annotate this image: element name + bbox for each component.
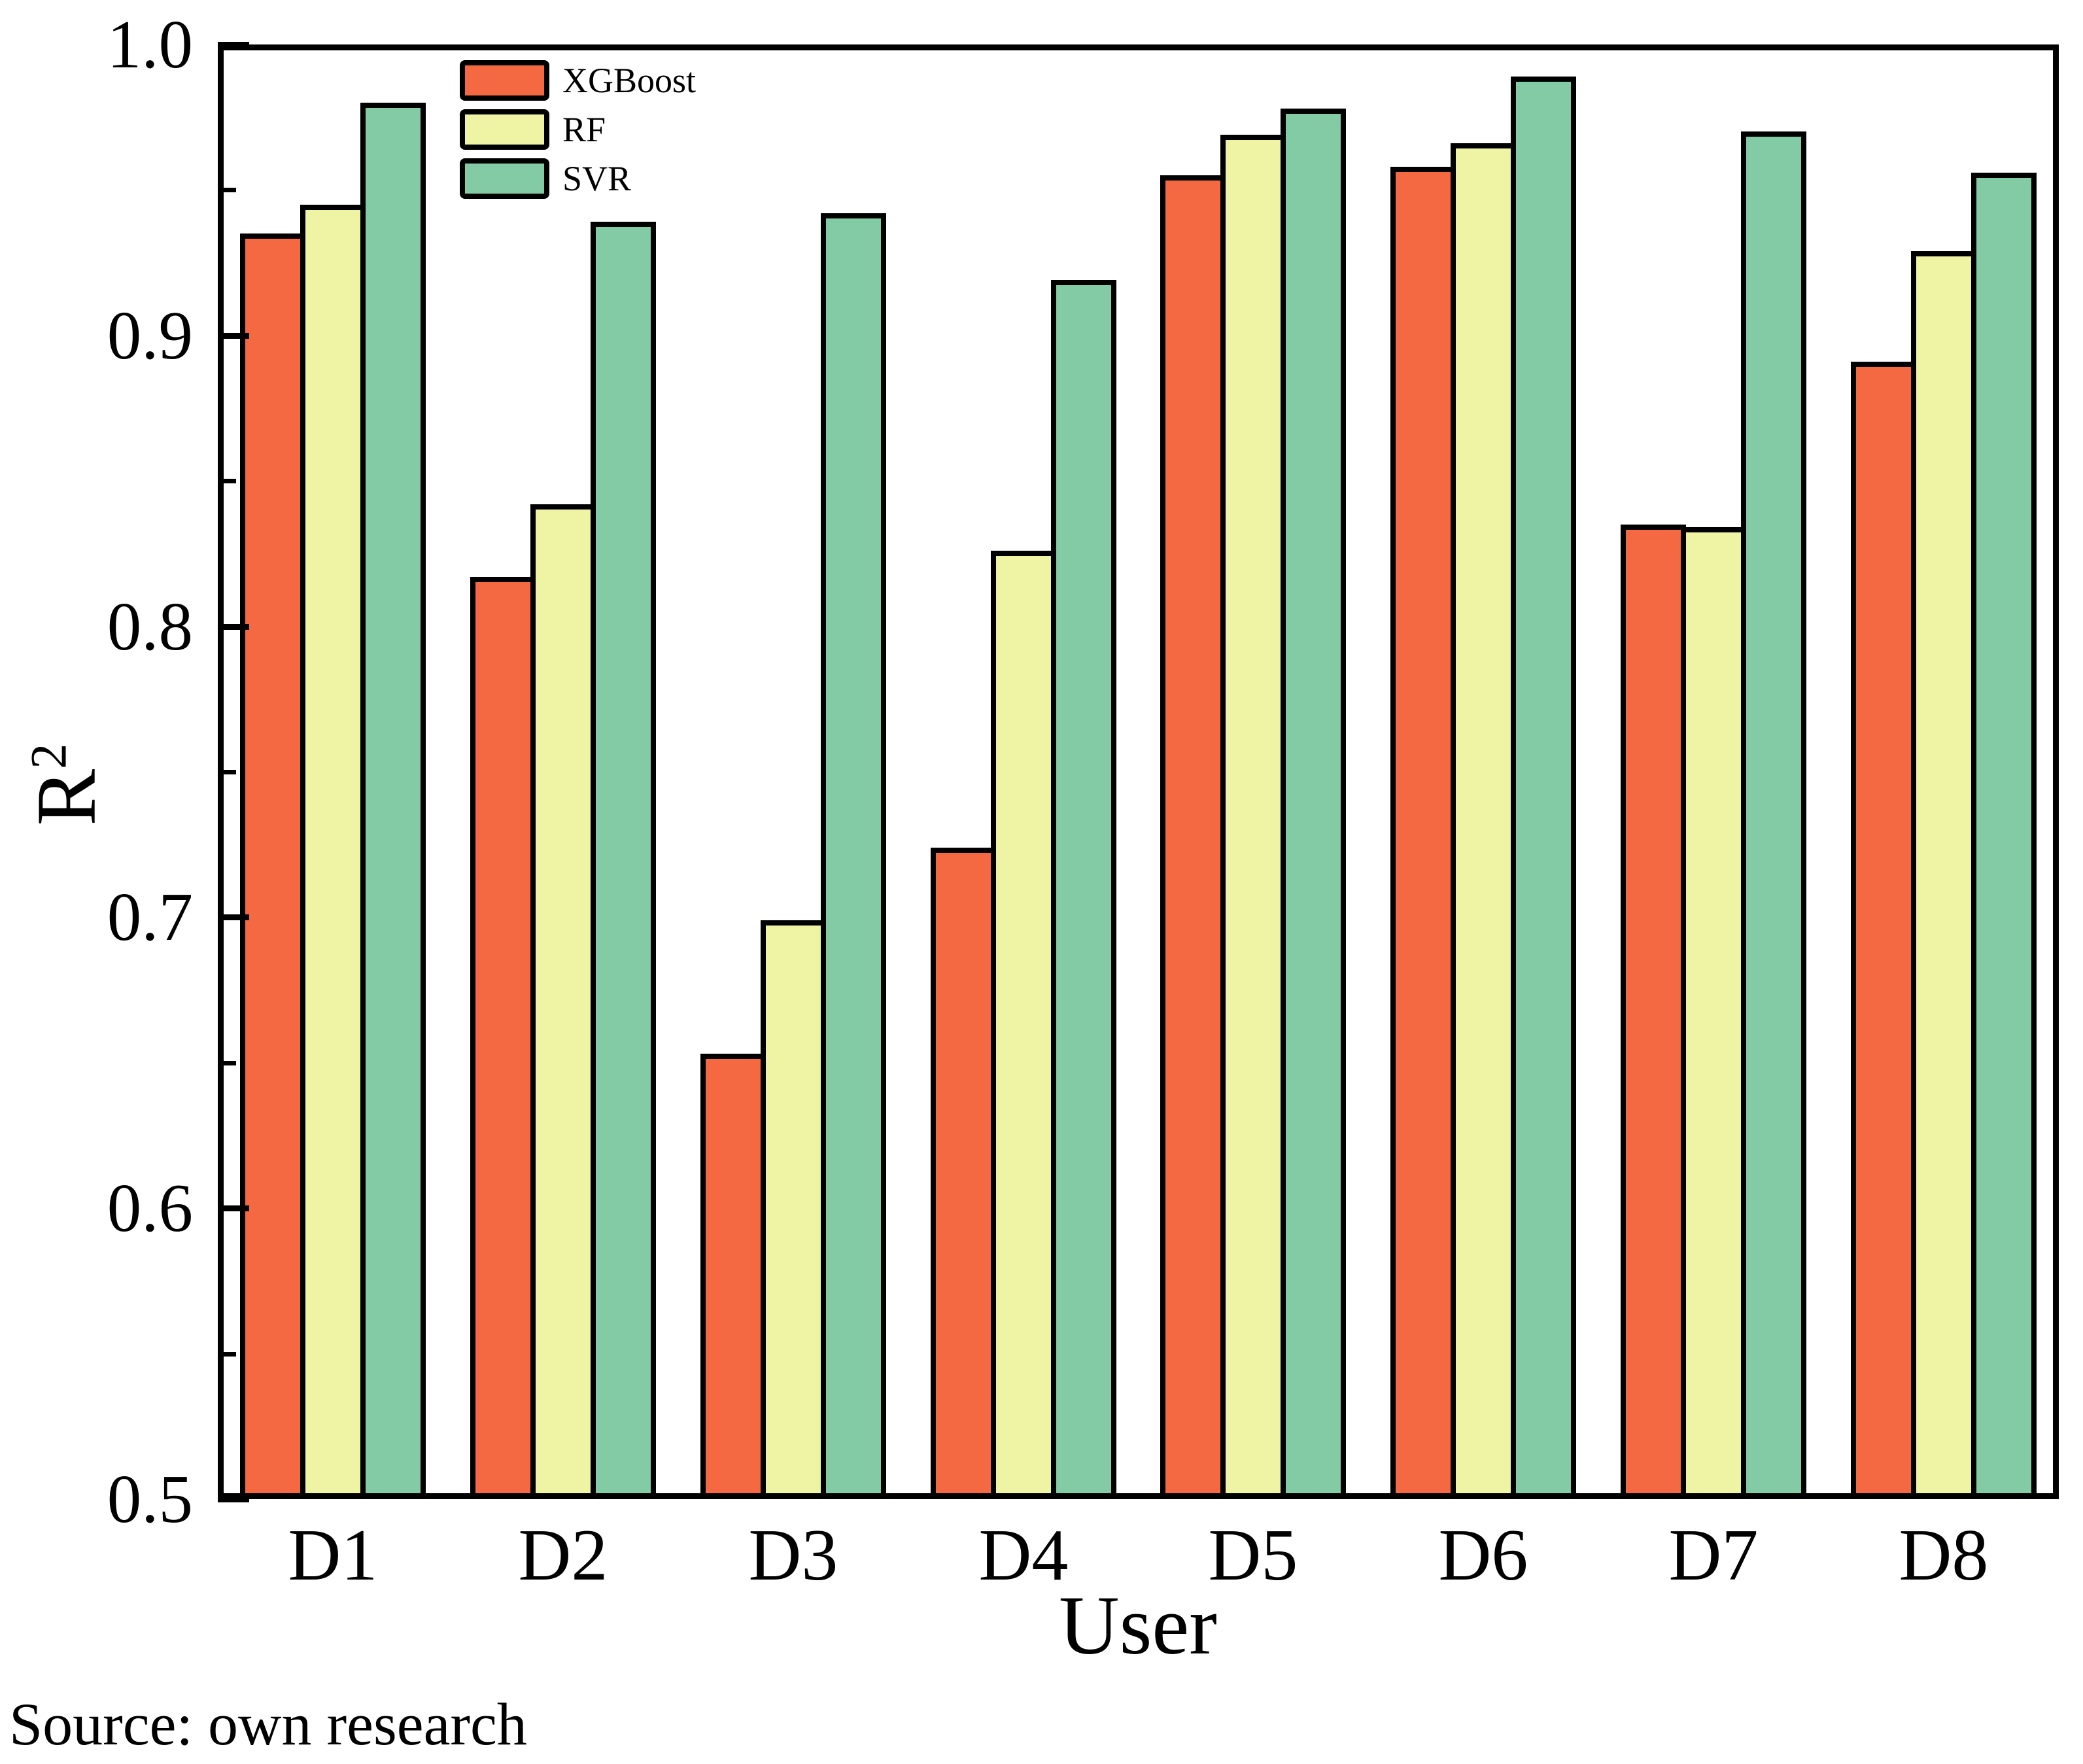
y-axis-minor-tick (218, 1352, 236, 1357)
x-axis-tick-label-D1: D1 (288, 1515, 378, 1596)
y-axis-tick-label: 0.9 (107, 297, 193, 373)
y-axis-major-tick (218, 333, 249, 339)
y-axis-title-superscript: 2 (20, 743, 77, 769)
x-axis-title: User (1059, 1579, 1217, 1672)
bar-D2-XGBoost (470, 577, 536, 1499)
y-axis-major-tick (218, 42, 249, 48)
legend-swatch-SVR (460, 158, 549, 199)
y-axis-tick-label: 1.0 (107, 6, 193, 82)
y-axis-tick-label: 0.6 (107, 1169, 193, 1246)
bar-D6-SVR (1511, 77, 1576, 1499)
bar-D8-SVR (1971, 173, 2037, 1499)
legend: XGBoost RF SVR (460, 60, 696, 207)
bar-D4-SVR (1051, 280, 1116, 1499)
bar-D1-XGBoost (240, 233, 305, 1499)
bar-D1-RF (300, 205, 366, 1499)
x-axis-tick-label-D8: D8 (1899, 1515, 1989, 1596)
bar-D8-RF (1911, 251, 1976, 1499)
bar-D2-RF (530, 504, 596, 1499)
bar-D3-SVR (821, 213, 886, 1499)
y-axis-minor-tick (218, 479, 236, 483)
y-axis-minor-tick (218, 770, 236, 774)
x-axis-tick-label-D7: D7 (1668, 1515, 1759, 1596)
bar-D3-XGBoost (700, 1054, 766, 1499)
y-axis-major-tick (218, 624, 249, 630)
y-axis-title: R2 (5, 687, 114, 883)
legend-item-XGBoost: XGBoost (460, 60, 696, 101)
x-axis-tick-label-D4: D4 (978, 1515, 1069, 1596)
bar-D5-SVR (1281, 109, 1346, 1499)
bar-D8-XGBoost (1851, 362, 1916, 1499)
bar-D2-SVR (591, 222, 656, 1499)
y-axis-major-tick (218, 1205, 249, 1211)
legend-item-SVR: SVR (460, 158, 696, 199)
bar-D7-RF (1681, 527, 1746, 1499)
x-axis-tick-label-D5: D5 (1208, 1515, 1298, 1596)
legend-item-RF: RF (460, 109, 696, 150)
y-axis-title-base: R (19, 769, 114, 826)
legend-label-XGBoost: XGBoost (562, 61, 697, 100)
bar-D4-XGBoost (931, 848, 996, 1499)
bar-D5-RF (1220, 135, 1286, 1499)
x-axis-tick-label-D6: D6 (1438, 1515, 1528, 1596)
bar-D4-RF (991, 551, 1056, 1499)
y-axis-minor-tick (218, 188, 236, 192)
bar-D6-RF (1451, 143, 1516, 1499)
source-note: Source: own research (9, 1691, 527, 1757)
bar-D6-XGBoost (1390, 167, 1456, 1499)
bar-D5-XGBoost (1160, 175, 1226, 1499)
legend-label-RF: RF (562, 110, 606, 149)
y-axis-tick-label: 0.7 (107, 878, 193, 955)
y-axis-major-tick (218, 914, 249, 920)
y-axis-tick-label: 0.5 (107, 1461, 193, 1537)
legend-label-SVR: SVR (562, 159, 632, 198)
bar-D7-SVR (1741, 131, 1806, 1499)
bar-D3-RF (761, 920, 826, 1499)
bar-D7-XGBoost (1621, 525, 1686, 1499)
y-axis-major-tick (218, 1496, 249, 1502)
legend-swatch-RF (460, 109, 549, 150)
y-axis-tick-label: 0.8 (107, 588, 193, 665)
bar-D1-SVR (360, 103, 426, 1499)
plot-area: XGBoost RF SVR (218, 42, 2059, 1502)
x-axis-tick-label-D2: D2 (518, 1515, 608, 1596)
legend-swatch-XGBoost (460, 60, 549, 101)
y-axis-minor-tick (218, 1061, 236, 1065)
x-axis-tick-label-D3: D3 (748, 1515, 838, 1596)
